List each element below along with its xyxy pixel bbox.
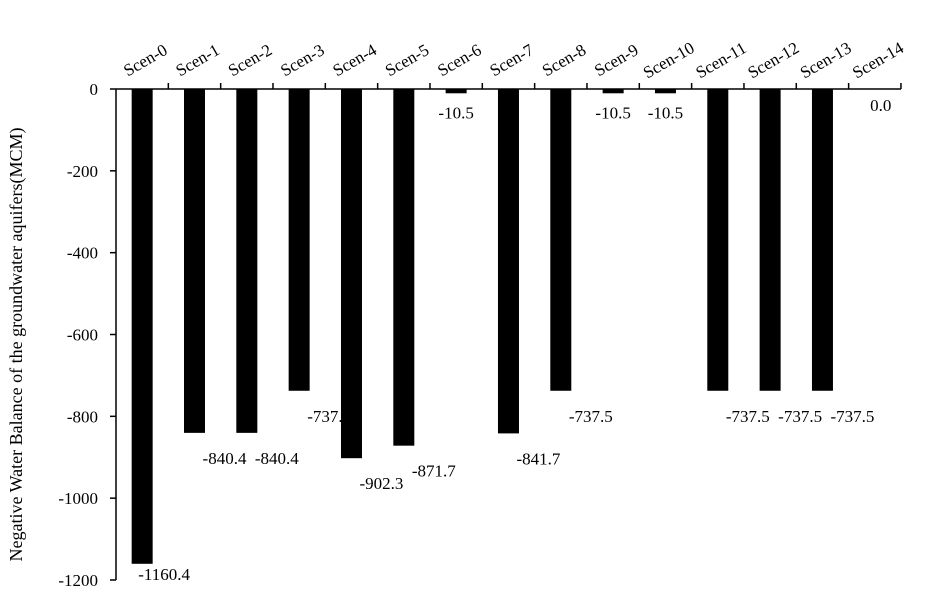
- y-tick-label: -200: [67, 162, 98, 181]
- bar-scen-11: [707, 89, 729, 391]
- bar-scen-13: [811, 89, 833, 391]
- data-labels-group: -1160.4 -840.4 -840.4 -737.5 -902.3 -871.7 -10…: [138, 96, 891, 584]
- data-label: -737.5: [830, 407, 874, 426]
- bar-scen-8: [550, 89, 572, 391]
- bar-scen-10: [654, 89, 676, 94]
- bar-scen-9: [602, 89, 624, 94]
- data-label: -737.5: [726, 407, 770, 426]
- data-label: -737.5: [307, 407, 351, 426]
- y-ticks-group: 0 -200 -400 -600 -800 -1000 -1200: [58, 80, 116, 590]
- category-label: Scen-7: [487, 40, 538, 80]
- y-axis-title: Negative Water Balance of the groundwate…: [6, 127, 27, 561]
- category-label: Scen-8: [539, 40, 589, 80]
- bar-scen-2: [236, 89, 258, 433]
- bar-scen-12: [759, 89, 781, 391]
- data-label: -841.7: [517, 449, 561, 468]
- y-tick-label: -400: [67, 244, 98, 263]
- data-label: -10.5: [438, 103, 473, 122]
- data-label: -10.5: [648, 103, 683, 122]
- category-label: Scen-6: [434, 40, 484, 80]
- data-label: -902.3: [360, 474, 404, 493]
- y-tick-label: -1200: [58, 571, 98, 590]
- category-label: Scen-13: [797, 38, 855, 82]
- category-label: Scen-12: [744, 38, 802, 82]
- category-label: Scen-11: [692, 38, 749, 82]
- y-tick-label: -1000: [58, 489, 98, 508]
- bars-group: [131, 89, 833, 564]
- y-tick-label: 0: [90, 80, 99, 99]
- data-label: -840.4: [255, 449, 299, 468]
- category-label: Scen-9: [591, 40, 641, 80]
- bar-scen-7: [497, 89, 519, 434]
- data-label: -10.5: [595, 103, 630, 122]
- category-label: Scen-10: [640, 38, 698, 82]
- data-label: -737.5: [569, 407, 613, 426]
- y-tick-label: -600: [67, 326, 98, 345]
- bar-scen-1: [183, 89, 205, 433]
- category-label: Scen-14: [849, 38, 907, 83]
- bar-scen-4: [340, 89, 362, 459]
- bar-scen-5: [393, 89, 415, 446]
- data-label: -1160.4: [138, 565, 190, 584]
- category-label: Scen-1: [173, 40, 223, 80]
- bar-scen-0: [131, 89, 153, 564]
- data-label: -737.5: [778, 407, 822, 426]
- bar-scen-3: [288, 89, 310, 391]
- category-label: Scen-4: [330, 40, 381, 80]
- data-label: -840.4: [203, 449, 247, 468]
- category-label: Scen-0: [120, 40, 170, 80]
- y-tick-label: -800: [67, 407, 98, 426]
- data-label: 0.0: [870, 96, 891, 115]
- category-label: Scen-3: [277, 40, 327, 80]
- data-label: -871.7: [412, 462, 456, 481]
- bar-scen-6: [445, 89, 467, 94]
- category-label: Scen-2: [225, 40, 275, 80]
- category-label: Scen-5: [382, 40, 432, 80]
- category-labels-group: Scen-0 Scen-1 Scen-2 Scen-3 Scen-4 Scen-5 Scen…: [120, 38, 907, 83]
- x-ticks-group: [167, 83, 902, 89]
